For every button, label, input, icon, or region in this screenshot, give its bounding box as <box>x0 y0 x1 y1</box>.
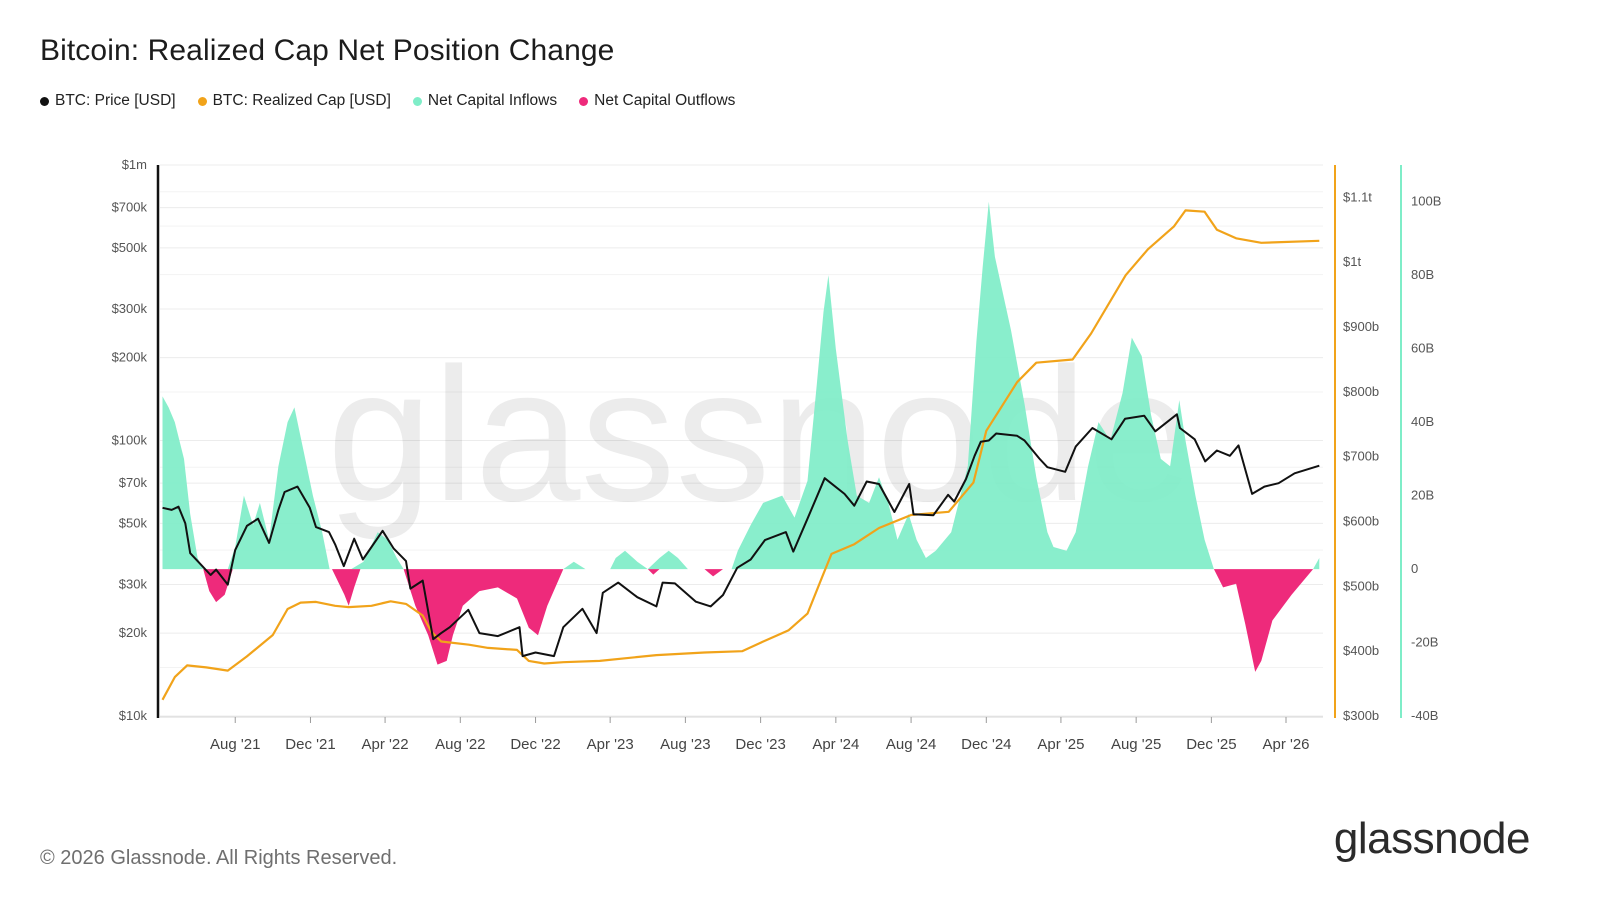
legend-dot-price <box>40 96 49 106</box>
series-line-realized-cap <box>161 209 1320 701</box>
y-tick-label-price: $300k <box>112 301 148 316</box>
series-area-inflows <box>162 201 1320 570</box>
y-tick-label-net-change: -20B <box>1411 635 1438 650</box>
y-tick-label-net-change: -40B <box>1411 708 1438 723</box>
y-tick-label-price: $50k <box>119 515 148 530</box>
x-tick-label: Aug '23 <box>660 736 710 753</box>
x-tick-label: Apr '24 <box>812 736 859 753</box>
legend-label-price: BTC: Price [USD] <box>55 92 176 109</box>
legend-item-outflows[interactable]: Net Capital Outflows <box>579 92 735 110</box>
legend-item-inflows[interactable]: Net Capital Inflows <box>412 92 558 110</box>
x-tick-label: Aug '25 <box>1111 736 1161 753</box>
y-tick-label-realized-cap: $400b <box>1343 643 1379 658</box>
y-tick-label-price: $30k <box>119 577 148 592</box>
legend-label-outflows: Net Capital Outflows <box>594 92 736 109</box>
y-tick-label-net-change: 60B <box>1411 341 1434 356</box>
y-tick-label-net-change: 20B <box>1411 488 1434 503</box>
y-tick-label-realized-cap: $600b <box>1343 514 1379 529</box>
x-tick-label: Dec '21 <box>285 736 335 753</box>
x-tick-label: Dec '25 <box>1186 736 1236 753</box>
y-tick-label-price: $200k <box>112 350 148 365</box>
y-tick-label-price: $70k <box>119 475 148 490</box>
legend-item-realized-cap[interactable]: BTC: Realized Cap [USD] <box>197 92 391 110</box>
x-tick-label: Apr '23 <box>587 736 634 753</box>
copyright-notice: © 2026 Glassnode. All Rights Reserved. <box>40 847 398 869</box>
y-tick-label-realized-cap: $800b <box>1343 384 1379 399</box>
legend: BTC: Price [USD] BTC: Realized Cap [USD]… <box>40 92 735 110</box>
y-tick-label-realized-cap: $1.1t <box>1343 189 1372 204</box>
x-tick-label: Aug '21 <box>210 736 260 753</box>
series-line-price <box>162 413 1320 658</box>
y-tick-label-realized-cap: $700b <box>1343 449 1379 464</box>
legend-item-price[interactable]: BTC: Price [USD] <box>40 92 176 110</box>
x-tick-label: Dec '23 <box>735 736 785 753</box>
y-tick-label-price: $700k <box>112 200 148 215</box>
y-tick-label-realized-cap: $500b <box>1343 578 1379 593</box>
x-tick-label: Dec '22 <box>510 736 560 753</box>
x-tick-label: Apr '26 <box>1262 736 1309 753</box>
y-tick-label-net-change: 0 <box>1411 561 1418 576</box>
legend-dot-outflows <box>579 96 589 106</box>
legend-label-inflows: Net Capital Inflows <box>427 92 558 109</box>
x-tick-label: Apr '22 <box>362 736 409 753</box>
y-tick-label-price: $1m <box>122 157 147 172</box>
y-tick-label-price: $20k <box>119 625 148 640</box>
y-tick-label-price: $10k <box>119 708 148 723</box>
chart-title: Bitcoin: Realized Cap Net Position Chang… <box>40 34 615 67</box>
watermark-text: glassnode <box>327 329 1193 541</box>
x-tick-label: Aug '22 <box>435 736 485 753</box>
y-tick-label-net-change: 40B <box>1411 414 1434 429</box>
x-tick-label: Dec '24 <box>961 736 1011 753</box>
legend-dot-realized-cap <box>197 96 207 106</box>
x-tick-label: Apr '25 <box>1037 736 1084 753</box>
glassnode-logo: glassnode <box>1333 814 1531 863</box>
x-tick-label: Aug '24 <box>886 736 936 753</box>
y-tick-label-realized-cap: $1t <box>1343 254 1361 269</box>
y-tick-label-realized-cap: $900b <box>1343 319 1379 334</box>
y-tick-label-price: $100k <box>112 433 148 448</box>
y-tick-label-price: $500k <box>112 240 148 255</box>
y-tick-label-realized-cap: $300b <box>1343 708 1379 723</box>
y-tick-label-net-change: 100B <box>1411 194 1441 209</box>
legend-label-realized-cap: BTC: Realized Cap [USD] <box>212 92 391 109</box>
y-tick-label-net-change: 80B <box>1411 267 1434 282</box>
legend-dot-inflows <box>412 96 422 106</box>
